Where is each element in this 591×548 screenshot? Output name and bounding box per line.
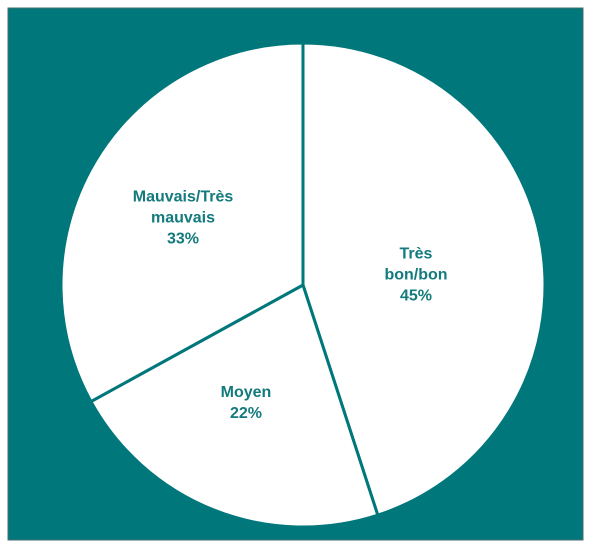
slice-label: Très bon/bon 45% [371, 244, 461, 307]
value-label: 22% [229, 405, 263, 422]
slice-label: Mauvais/Très mauvais 33% [108, 187, 258, 250]
slice-label: Moyen 22% [186, 382, 306, 424]
pie-slice [59, 41, 305, 404]
value-label: 33% [166, 230, 200, 248]
value-label: 45% [399, 287, 433, 305]
pie-slice [301, 41, 547, 517]
pie-slice [89, 283, 380, 529]
category-label: Très bon/bon [384, 245, 448, 284]
category-label: Mauvais/Très mauvais [132, 188, 234, 227]
category-label: Moyen [220, 384, 272, 401]
